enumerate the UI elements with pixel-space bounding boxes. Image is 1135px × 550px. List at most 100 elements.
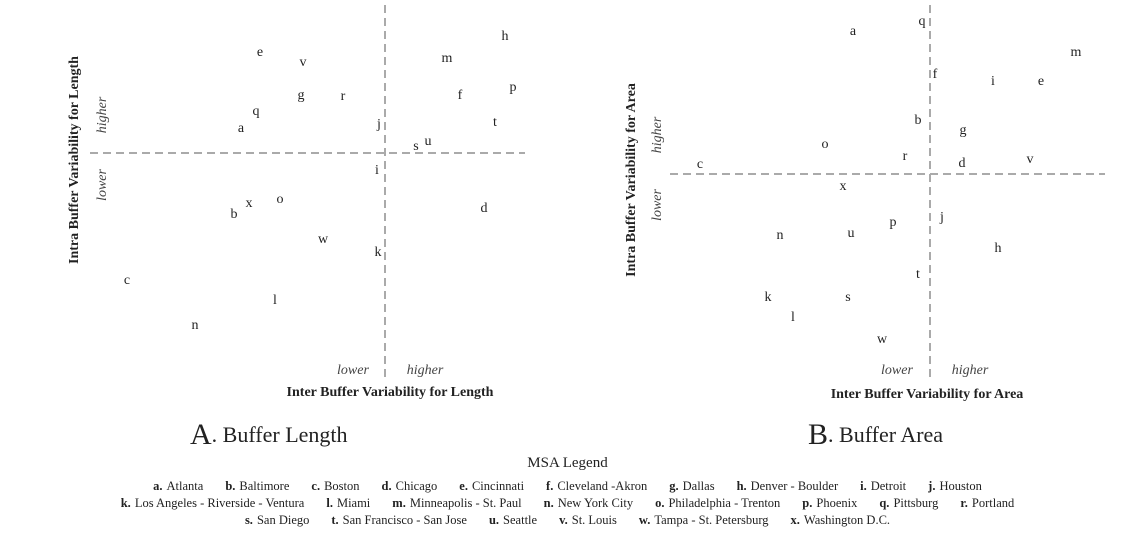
- msa-point: l: [273, 293, 277, 308]
- msa-point: d: [959, 156, 966, 171]
- legend-name: Portland: [971, 496, 1015, 510]
- legend-name: Boston: [324, 479, 360, 493]
- msa-point: s: [845, 290, 850, 305]
- legend-entry: r. Portland: [960, 495, 1014, 512]
- legend-name: Denver - Boulder: [750, 479, 839, 493]
- x-lower: lower: [881, 363, 913, 378]
- caption: A. Buffer Length: [190, 418, 348, 451]
- legend-key: p.: [802, 496, 813, 510]
- legend-name: Seattle: [503, 513, 538, 527]
- msa-point: q: [253, 104, 260, 119]
- y-axis-label: Intra Buffer Variability for Length: [67, 56, 82, 264]
- legend-key: m.: [392, 496, 406, 510]
- legend-entry: w. Tampa - St. Petersburg: [639, 512, 769, 529]
- msa-point: d: [481, 201, 488, 216]
- legend-name: Tampa - St. Petersburg: [654, 513, 769, 527]
- msa-point: o: [822, 137, 829, 152]
- x-higher: higher: [407, 363, 444, 378]
- legend-title: MSA Legend: [527, 455, 608, 471]
- msa-point: p: [510, 80, 517, 95]
- legend-key: u.: [488, 513, 500, 527]
- legend-entry: f. Cleveland -Akron: [546, 478, 647, 495]
- msa-point: f: [933, 67, 938, 82]
- y-higher: higher: [95, 96, 110, 133]
- msa-point: s: [413, 139, 418, 154]
- msa-point: l: [791, 310, 795, 325]
- msa-point: t: [916, 267, 920, 282]
- legend-entry: h. Denver - Boulder: [737, 478, 839, 495]
- msa-point: f: [458, 88, 463, 103]
- legend-entry: k. Los Angeles - Riverside - Ventura: [121, 495, 305, 512]
- legend-entry: x. Washington D.C.: [791, 512, 891, 529]
- y-axis-label: Intra Buffer Variability for Area: [624, 83, 639, 277]
- legend-key: x.: [790, 513, 800, 527]
- msa-point: v: [300, 55, 307, 70]
- legend-entry: l. Miami: [326, 495, 370, 512]
- msa-point: p: [890, 215, 897, 230]
- legend-entry: m. Minneapolis - St. Paul: [392, 495, 521, 512]
- msa-point: x: [840, 179, 847, 194]
- caption-text: . Buffer Length: [212, 422, 348, 447]
- legend-name: Miami: [336, 496, 371, 510]
- legend-key: q.: [879, 496, 890, 510]
- legend-name: New York City: [557, 496, 634, 510]
- legend-entry: n. New York City: [544, 495, 633, 512]
- msa-point: k: [765, 290, 772, 305]
- msa-point: q: [919, 14, 926, 29]
- caption-letter: A: [190, 418, 212, 451]
- msa-point: w: [318, 232, 329, 247]
- legend-name: San Diego: [256, 513, 310, 527]
- msa-point: u: [848, 226, 855, 241]
- legend-row: s. San Diego t. San Francisco - San Jose u. S…: [0, 512, 1135, 529]
- legend-key: g.: [669, 479, 679, 493]
- msa-point: h: [995, 241, 1002, 256]
- msa-point: i: [991, 74, 995, 89]
- y-lower: lower: [650, 189, 665, 221]
- caption: B. Buffer Area: [808, 418, 943, 451]
- legend-key: h.: [736, 479, 747, 493]
- msa-point: i: [375, 163, 379, 178]
- legend-entry: j. Houston: [928, 478, 982, 495]
- legend-name: Washington D.C.: [803, 513, 891, 527]
- legend-entry: i. Detroit: [860, 478, 906, 495]
- legend-key: w.: [638, 513, 651, 527]
- legend-key: c.: [311, 479, 321, 493]
- msa-point: r: [341, 89, 346, 104]
- msa-point: b: [915, 113, 922, 128]
- legend-name: Phoenix: [816, 496, 858, 510]
- legend: MSA Legend a. Atlanta b. Baltimore c. Boston d…: [0, 455, 1135, 529]
- caption-letter: B: [808, 418, 828, 451]
- legend-entry: q. Pittsburg: [879, 495, 938, 512]
- legend-name: Los Angeles - Riverside - Ventura: [134, 496, 305, 510]
- legend-name: Philadelphia - Trenton: [668, 496, 781, 510]
- legend-key: o.: [655, 496, 665, 510]
- legend-entry: g. Dallas: [669, 478, 714, 495]
- msa-point: x: [246, 196, 253, 211]
- legend-key: f.: [546, 479, 554, 493]
- msa-point: r: [903, 149, 908, 164]
- caption-text: . Buffer Area: [828, 422, 943, 447]
- legend-name: Cincinnati: [471, 479, 525, 493]
- legend-row: k. Los Angeles - Riverside - Ventura l. Mia…: [0, 495, 1135, 512]
- msa-point: g: [960, 123, 967, 138]
- legend-name: Dallas: [682, 479, 715, 493]
- legend-name: Baltimore: [239, 479, 290, 493]
- legend-entry: b. Baltimore: [225, 478, 289, 495]
- msa-point: t: [493, 115, 497, 130]
- legend-name: Detroit: [870, 479, 907, 493]
- msa-point: c: [124, 273, 130, 288]
- legend-entry: t. San Francisco - San Jose: [331, 512, 467, 529]
- legend-entry: v. St. Louis: [559, 512, 617, 529]
- msa-point: a: [850, 24, 857, 39]
- legend-key: k.: [120, 496, 131, 510]
- msa-point: e: [257, 45, 263, 60]
- legend-entry: e. Cincinnati: [459, 478, 524, 495]
- msa-point: e: [1038, 74, 1044, 89]
- y-lower: lower: [95, 169, 110, 201]
- legend-entry: c. Boston: [311, 478, 359, 495]
- y-higher: higher: [650, 116, 665, 153]
- legend-name: Minneapolis - St. Paul: [409, 496, 522, 510]
- legend-name: Pittsburg: [893, 496, 939, 510]
- msa-point: c: [697, 157, 703, 172]
